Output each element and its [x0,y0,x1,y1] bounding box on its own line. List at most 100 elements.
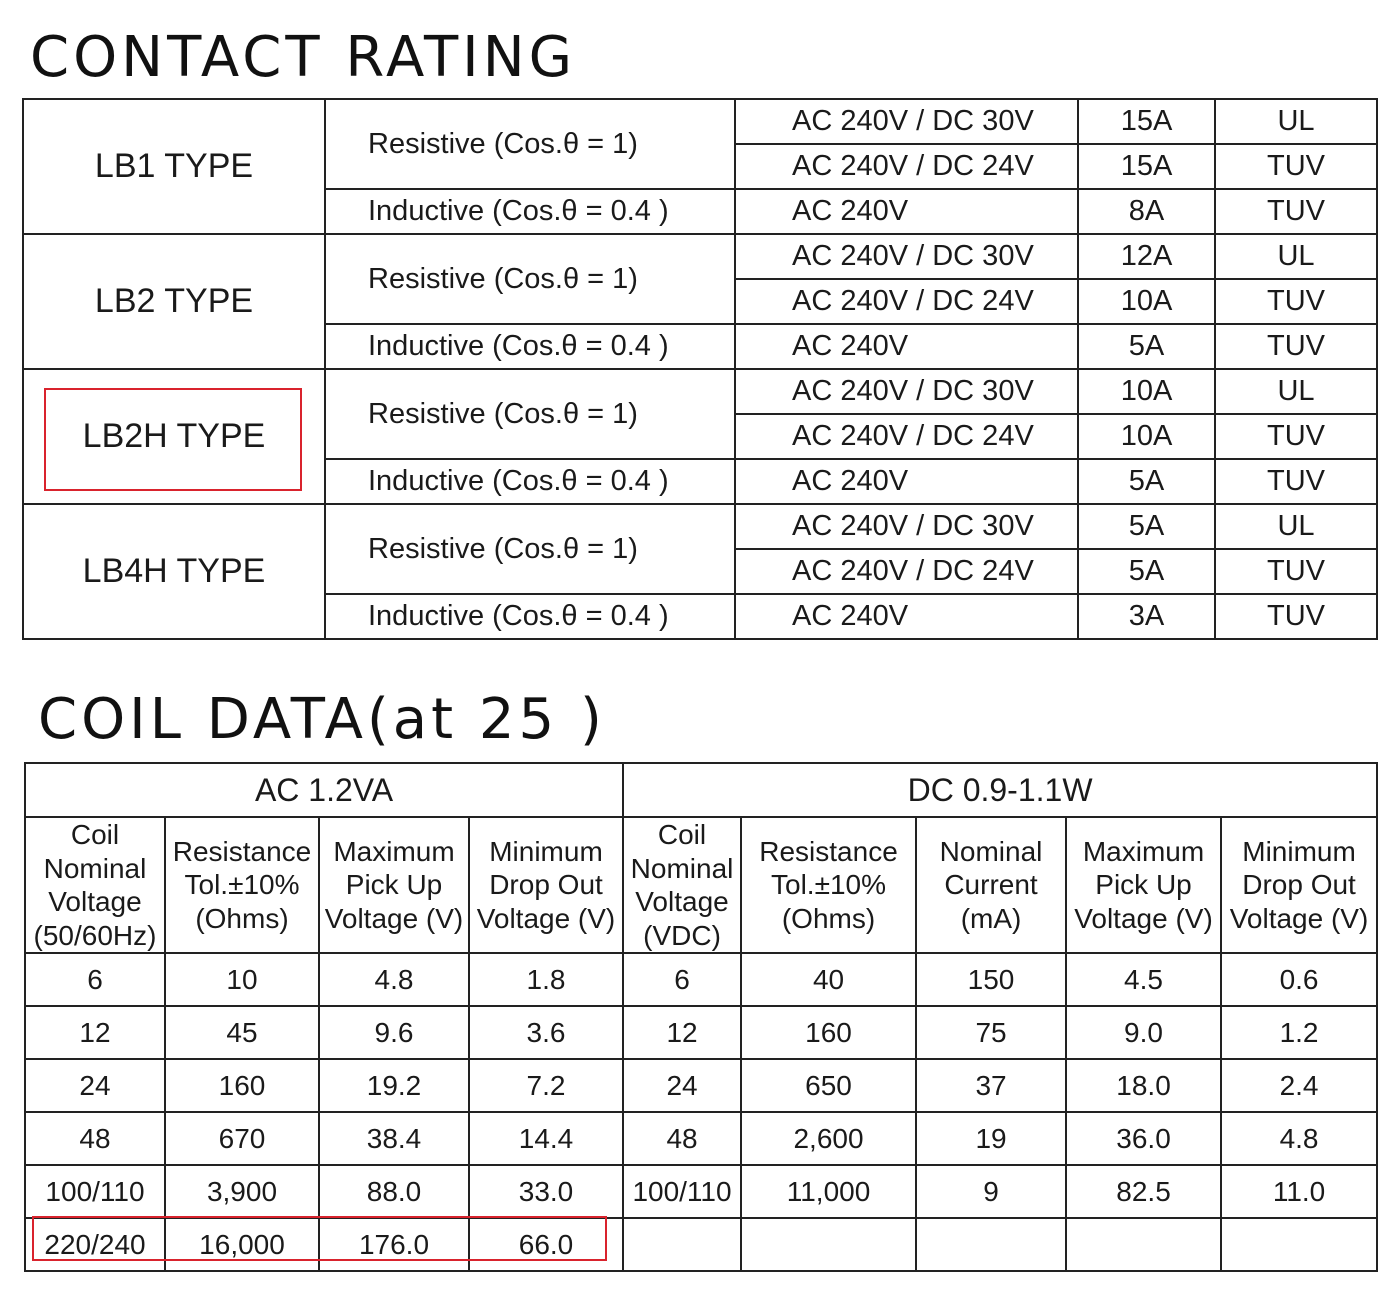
coil-data-cell: 38.4 [318,1111,470,1167]
coil-data-cell: 160 [740,1005,918,1061]
contact-row: Inductive (Cos.θ = 0.4 ) AC 240V 3A TUV [23,593,1378,640]
column-header-line: Coil [657,819,707,850]
column-header-line: Minimum [489,835,603,867]
coil-data-cell [1220,1217,1379,1273]
certification-cell: UL [1214,503,1378,550]
certification-cell: TUV [1214,548,1378,595]
column-header-line: Nominal [43,852,147,884]
coil-data-cell: 100/110 [622,1164,743,1220]
coil-data-cell: 220/240 [24,1217,166,1273]
column-header-line: Maximum [333,835,455,867]
voltage-cell: AC 240V / DC 24V [734,413,1079,460]
coil-data-cell: 7.2 [467,1058,625,1114]
column-header-line: Pick Up [1095,869,1192,901]
certification-cell: TUV [1214,188,1378,235]
coil-data-cell: 36.0 [1065,1111,1223,1167]
current-cell: 5A [1077,548,1216,595]
coil-data-cell: 75 [915,1005,1068,1061]
column-header: Maximum Pick Up Voltage (V) [1065,815,1223,955]
relay-type-cell: LB2 TYPE [22,233,326,370]
relay-type-cell: LB1 TYPE [22,98,326,235]
column-header-line: Drop Out [489,869,603,901]
column-header: Resistance Tol.±10% (Ohms) [164,815,320,955]
coil-data-cell: 24 [622,1058,743,1114]
coil-data-cell: 12 [24,1005,166,1061]
voltage-cell: AC 240V [734,593,1079,640]
certification-cell: UL [1214,98,1378,145]
voltage-cell: AC 240V [734,188,1079,235]
certification-cell: TUV [1214,278,1378,325]
coil-data-cell [622,1217,743,1273]
coil-data-row: 220/240 16,000 176.0 66.0 [24,1217,1379,1273]
coil-data-cell: 6 [622,952,743,1008]
column-header: Nominal Current (mA) [915,815,1068,955]
column-header-line: Resistance [172,835,312,867]
coil-data-cell: 11,000 [740,1164,918,1220]
certification-cell: TUV [1214,323,1378,370]
column-header-line: Minimum [1242,835,1356,867]
resistive-load-cell: Resistive (Cos.θ = 1) [324,98,736,190]
current-cell: 10A [1077,368,1216,415]
coil-data-cell: 150 [915,952,1068,1008]
column-header-line: Voltage (V) [1074,902,1213,934]
voltage-cell: AC 240V / DC 30V [734,503,1079,550]
column-header-line: Voltage (V) [324,902,464,934]
coil-data-row: 24 160 19.2 7.2 24 650 37 18.0 2.4 [24,1058,1379,1114]
current-cell: 15A [1077,143,1216,190]
column-header-line: (VDC) [643,919,721,951]
column-header: Coil Nominal Voltage (50/60Hz) [24,815,166,955]
certification-cell: UL [1214,368,1378,415]
contact-row: Inductive (Cos.θ = 0.4 ) AC 240V 5A TUV [23,323,1378,370]
certification-cell: TUV [1214,143,1378,190]
coil-data-cell: 670 [164,1111,320,1167]
contact-row: AC 240V / DC 24V 15A TUV [23,143,1378,190]
coil-data-cell: 45 [164,1005,320,1061]
column-header-line: Voltage (V) [476,902,616,934]
coil-data-cell [740,1217,918,1273]
inductive-load-cell: Inductive (Cos.θ = 0.4 ) [324,593,736,640]
coil-data-cell: 19.2 [318,1058,470,1114]
column-header-line: Voltage [48,886,142,918]
column-header: Minimum Drop Out Voltage (V) [467,815,625,955]
coil-data-cell: 9 [915,1164,1068,1220]
inductive-load-cell: Inductive (Cos.θ = 0.4 ) [324,323,736,370]
contact-row: LB1 TYPE Resistive (Cos.θ = 1) AC 240V / D… [22,98,1378,235]
coil-data-cell: 33.0 [467,1164,625,1220]
coil-data-row: 48 670 38.4 14.4 48 2,600 19 36.0 4.8 [24,1111,1379,1167]
current-cell: 8A [1077,188,1216,235]
coil-data-cell: 3,900 [164,1164,320,1220]
current-cell: 5A [1077,323,1216,370]
contact-rating-table: LB1 TYPE Resistive (Cos.θ = 1) AC 240V / D… [22,98,1378,640]
coil-data-cell: 2.4 [1220,1058,1379,1114]
coil-data-cell: 160 [164,1058,320,1114]
inductive-load-cell: Inductive (Cos.θ = 0.4 ) [324,458,736,505]
column-header-line: Current [944,869,1038,901]
voltage-cell: AC 240V / DC 24V [734,278,1079,325]
column-header-line: Coil [70,819,120,850]
coil-data-cell: 3.6 [467,1005,625,1061]
coil-data-cell: 9.6 [318,1005,470,1061]
coil-data-cell: 0.6 [1220,952,1379,1008]
coil-data-cell: 4.5 [1065,952,1223,1008]
coil-data-cell: 100/110 [24,1164,166,1220]
column-header-line: Pick Up [345,869,443,901]
coil-data-cell: 4.8 [1220,1111,1379,1167]
coil-data-cell: 40 [740,952,918,1008]
coil-data-row: 100/110 3,900 88.0 33.0 100/110 11,000 9 82.5 11… [24,1164,1379,1220]
coil-data-cell: 12 [622,1005,743,1061]
column-header-line: Drop Out [1242,869,1356,901]
coil-group-header-row: AC 1.2VA DC 0.9-1.1W [23,762,1379,818]
resistive-load-cell: Resistive (Cos.θ = 1) [324,503,736,595]
relay-type-cell: LB4H TYPE [22,503,326,640]
coil-data-cell [1065,1217,1223,1273]
coil-data-table: AC 1.2VA DC 0.9-1.1W Coil Nominal Voltage(… [23,762,1379,1273]
column-header-line: Nominal [630,852,734,884]
coil-data-cell: 19 [915,1111,1068,1167]
contact-row: AC 240V / DC 24V 10A TUV [23,278,1378,325]
column-header-line: Tol.±10% [184,869,300,901]
resistive-load-cell: Resistive (Cos.θ = 1) [324,368,736,460]
coil-data-cell: 6 [24,952,166,1008]
contact-row: AC 240V / DC 24V 5A TUV [23,548,1378,595]
column-header: Resistance Tol.±10% (Ohms) [740,815,918,955]
current-cell: 12A [1077,233,1216,280]
